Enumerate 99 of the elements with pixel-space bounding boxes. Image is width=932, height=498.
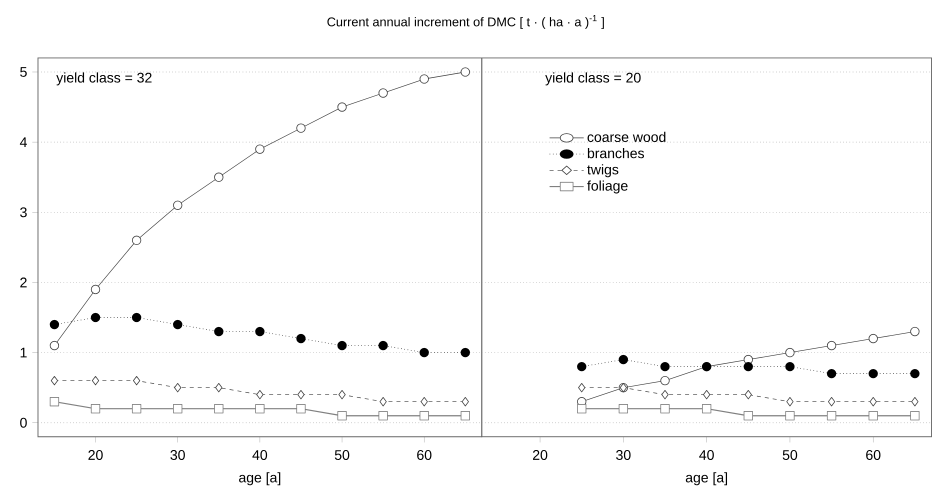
point — [577, 362, 586, 372]
point — [460, 411, 470, 421]
point — [337, 411, 347, 421]
point — [786, 397, 794, 406]
point — [173, 404, 182, 414]
x-tick-label: 50 — [334, 450, 350, 460]
point — [215, 383, 222, 392]
point — [173, 200, 182, 210]
point — [296, 124, 306, 133]
x-tick-label: 20 — [532, 450, 548, 460]
point — [826, 341, 836, 350]
point — [255, 144, 265, 154]
point — [378, 88, 388, 98]
legend-label: twigs — [587, 164, 618, 178]
y-tick-label: 4 — [20, 137, 27, 148]
point — [744, 390, 752, 400]
point — [214, 327, 224, 336]
point — [744, 362, 753, 372]
point — [255, 404, 265, 414]
point — [132, 236, 142, 246]
point — [660, 404, 670, 414]
x-tick-label: 40 — [699, 450, 714, 460]
y-tick-label: 5 — [20, 67, 27, 78]
point — [911, 397, 918, 406]
point — [50, 397, 60, 406]
point — [50, 341, 60, 350]
point — [420, 74, 429, 84]
point — [50, 376, 58, 386]
point — [337, 102, 347, 112]
point — [868, 369, 878, 378]
point — [826, 411, 836, 421]
y-tick-label: 0 — [20, 418, 27, 428]
point — [660, 362, 670, 372]
point — [868, 411, 878, 421]
point — [868, 334, 878, 344]
point — [618, 404, 628, 414]
point — [910, 411, 920, 421]
point — [174, 383, 182, 392]
point — [338, 390, 346, 400]
point — [702, 404, 712, 414]
point — [378, 341, 388, 350]
point — [296, 404, 306, 414]
point — [870, 397, 877, 406]
point — [460, 348, 470, 358]
point — [420, 397, 428, 406]
point — [420, 411, 429, 421]
point — [50, 320, 60, 330]
point — [337, 341, 347, 350]
point — [90, 284, 100, 294]
x-tick-label: 40 — [252, 450, 268, 460]
annotation: yield class = 32 — [56, 72, 152, 86]
y-tick-label: 1 — [20, 348, 27, 358]
point — [785, 411, 795, 421]
x-axis-title: age [a] — [686, 472, 728, 486]
point — [90, 312, 100, 322]
legend-label: branches — [588, 148, 644, 158]
point — [132, 312, 142, 322]
point — [578, 383, 586, 392]
x-tick-label: 50 — [782, 450, 798, 460]
legend-label: foliage — [587, 180, 628, 194]
point — [133, 376, 140, 386]
point — [256, 390, 264, 400]
point — [910, 327, 920, 336]
point — [90, 404, 100, 414]
y-tick-label: 3 — [20, 207, 27, 218]
x-tick-label: 60 — [866, 450, 880, 460]
point — [462, 397, 469, 406]
point — [785, 348, 795, 358]
chart-title: Current annual increment of DMC [ t · ( ha · a )$^{-1}$ ] — [327, 15, 604, 30]
point — [132, 404, 142, 414]
point — [214, 404, 224, 414]
point — [173, 320, 182, 330]
point — [826, 369, 836, 378]
point — [785, 362, 795, 372]
point — [296, 334, 306, 344]
x-tick-label: 30 — [170, 450, 185, 460]
annotation: yield class = 20 — [545, 72, 641, 86]
point — [378, 411, 388, 421]
point — [744, 411, 753, 421]
x-tick-label: 20 — [88, 450, 103, 460]
point — [703, 390, 710, 400]
legend-label: coarse wood — [588, 132, 666, 142]
point — [577, 404, 586, 414]
point — [910, 369, 920, 378]
point — [255, 327, 265, 336]
point — [92, 376, 100, 386]
y-tick-label: 2 — [20, 278, 27, 288]
point — [660, 376, 670, 386]
point — [618, 355, 628, 364]
x-tick-label: 60 — [417, 450, 432, 460]
point — [828, 397, 836, 406]
x-tick-label: 30 — [616, 450, 631, 460]
point — [661, 390, 669, 400]
point — [380, 397, 387, 406]
point — [460, 67, 470, 77]
point — [297, 390, 305, 400]
point — [214, 172, 224, 182]
x-axis-title: age [a] — [239, 472, 280, 486]
point — [420, 348, 429, 358]
